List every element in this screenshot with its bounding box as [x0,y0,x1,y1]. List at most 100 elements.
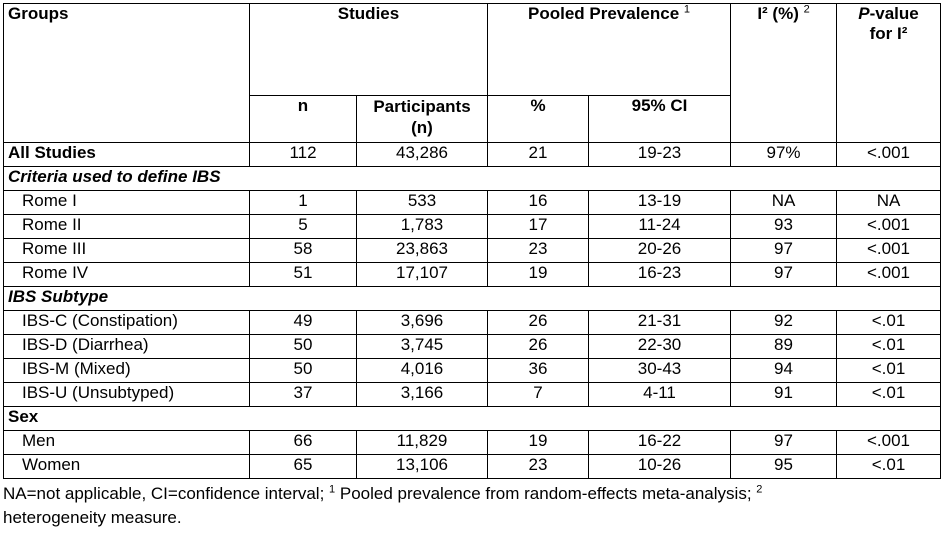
cell-ci: 13-19 [587,190,732,215]
cell-ci: 11-24 [587,214,732,239]
cell-participants: 4,016 [356,358,488,383]
cell-pvalue: <.01 [836,454,942,479]
cell-participants: 3,166 [356,382,488,407]
table-row: IBS-M (Mixed) 50 4,016 36 30-43 94 <.01 [3,358,942,383]
cell-i2: 97 [730,430,838,455]
header-pvalue: P-value for I² [836,3,942,143]
header-pooled-prevalence: Pooled Prevalence 1 [486,3,732,96]
prevalence-table: Groups Studies Pooled Prevalence 1 I² (%… [2,3,942,479]
cell-n: 50 [249,358,357,383]
cell-participants: 1,783 [356,214,488,239]
row-label: Women [3,454,250,479]
row-label: Rome I [3,190,250,215]
cell-pvalue: <.001 [836,142,942,167]
cell-percent: 19 [487,262,589,287]
cell-participants: 11,829 [356,430,488,455]
header-row-top: Groups Studies Pooled Prevalence 1 I² (%… [3,3,942,143]
table-row: Rome III 58 23,863 23 20-26 97 <.001 [3,238,942,263]
cell-i2: 93 [730,214,838,239]
cell-n: 1 [249,190,357,215]
cell-pvalue: <.01 [836,358,942,383]
cell-percent: 19 [487,430,589,455]
table-row-all-studies: All Studies 112 43,286 21 19-23 97% <.00… [3,142,942,167]
row-label: All Studies [3,142,250,167]
cell-n: 51 [249,262,357,287]
cell-n: 50 [249,334,357,359]
cell-ci: 4-11 [587,382,732,407]
cell-ci: 22-30 [587,334,732,359]
header-i2: I² (%) 2 [730,3,838,143]
table-row: Rome II 5 1,783 17 11-24 93 <.001 [3,214,942,239]
cell-ci: 21-31 [587,310,732,335]
header-studies: Studies [249,3,488,96]
cell-n: 5 [249,214,357,239]
cell-n: 65 [249,454,357,479]
cell-participants: 43,286 [356,142,488,167]
cell-i2: NA [730,190,838,215]
header-row-sub: n Participants (n) % 95% CI [4,95,941,143]
table-row: IBS-C (Constipation) 49 3,696 26 21-31 9… [3,310,942,335]
cell-participants: 17,107 [356,262,488,287]
cell-percent: 17 [487,214,589,239]
cell-participants: 3,696 [356,310,488,335]
cell-pvalue: <.001 [836,430,942,455]
cell-ci: 20-26 [587,238,732,263]
header-participants: Participants (n) [356,95,488,143]
row-label: IBS-U (Unsubtyped) [3,382,250,407]
row-label: IBS-C (Constipation) [3,310,250,335]
cell-pvalue: <.001 [836,214,942,239]
header-ci: 95% CI [587,95,732,143]
cell-percent: 23 [487,238,589,263]
table-row: Women 65 13,106 23 10-26 95 <.01 [3,454,942,479]
cell-n: 49 [249,310,357,335]
section-header-criteria: Criteria used to define IBS [2,166,942,191]
cell-percent: 26 [487,310,589,335]
row-label: Rome III [3,238,250,263]
cell-pvalue: <.001 [836,262,942,287]
cell-n: 37 [249,382,357,407]
section-title: Sex [2,406,942,431]
header-groups: Groups [3,3,250,143]
cell-i2: 97% [730,142,838,167]
cell-participants: 13,106 [356,454,488,479]
cell-percent: 26 [487,334,589,359]
cell-pvalue: <.001 [836,238,942,263]
cell-ci: 30-43 [587,358,732,383]
row-label: Rome IV [3,262,250,287]
cell-i2: 95 [730,454,838,479]
section-title: Criteria used to define IBS [2,166,942,191]
cell-ci: 16-23 [587,262,732,287]
table-row: IBS-D (Diarrhea) 50 3,745 26 22-30 89 <.… [3,334,942,359]
header-percent: % [487,95,589,143]
cell-percent: 36 [487,358,589,383]
row-label: IBS-M (Mixed) [3,358,250,383]
cell-percent: 21 [487,142,589,167]
header-n: n [249,95,357,143]
section-header-subtype: IBS Subtype [2,286,942,311]
cell-percent: 23 [487,454,589,479]
cell-ci: 10-26 [587,454,732,479]
cell-i2: 94 [730,358,838,383]
cell-ci: 19-23 [587,142,732,167]
cell-pvalue: <.01 [836,310,942,335]
table-footnote: NA=not applicable, CI=confidence interva… [3,483,763,527]
table-row: Men 66 11,829 19 16-22 97 <.001 [3,430,942,455]
table-row: Rome I 1 533 16 13-19 NA NA [3,190,942,215]
cell-pvalue: <.01 [836,334,942,359]
cell-n: 66 [249,430,357,455]
section-title: IBS Subtype [2,286,942,311]
cell-pvalue: <.01 [836,382,942,407]
cell-i2: 97 [730,262,838,287]
cell-n: 112 [249,142,357,167]
cell-pvalue: NA [836,190,942,215]
cell-i2: 91 [730,382,838,407]
table-row: IBS-U (Unsubtyped) 37 3,166 7 4-11 91 <.… [3,382,942,407]
cell-participants: 3,745 [356,334,488,359]
row-label: Rome II [3,214,250,239]
row-label: IBS-D (Diarrhea) [3,334,250,359]
cell-percent: 7 [487,382,589,407]
cell-n: 58 [249,238,357,263]
cell-percent: 16 [487,190,589,215]
table-row: Rome IV 51 17,107 19 16-23 97 <.001 [3,262,942,287]
row-label: Men [3,430,250,455]
